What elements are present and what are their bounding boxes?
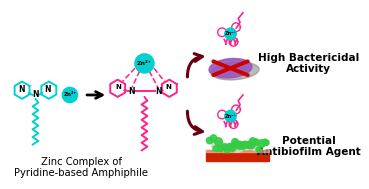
Circle shape [221, 144, 228, 150]
Ellipse shape [221, 143, 234, 152]
Text: Potential
Antibiofilm Agent: Potential Antibiofilm Agent [257, 136, 361, 157]
Circle shape [224, 146, 231, 153]
Circle shape [249, 138, 256, 144]
Text: N: N [116, 84, 121, 90]
Circle shape [258, 140, 265, 147]
Text: N: N [18, 85, 24, 94]
Ellipse shape [209, 59, 252, 78]
Text: N: N [45, 85, 51, 94]
Circle shape [206, 137, 213, 144]
Text: Zn²⁺: Zn²⁺ [225, 31, 237, 36]
Ellipse shape [240, 141, 254, 150]
Circle shape [225, 110, 236, 122]
Text: N: N [156, 87, 162, 96]
Text: N: N [128, 87, 134, 96]
Circle shape [214, 138, 223, 146]
Ellipse shape [231, 144, 244, 152]
Text: Zn²⁺: Zn²⁺ [225, 114, 237, 119]
Circle shape [234, 141, 240, 147]
Ellipse shape [250, 142, 263, 151]
Circle shape [232, 139, 238, 145]
Bar [206, 149, 269, 152]
Circle shape [210, 135, 217, 142]
Ellipse shape [211, 62, 259, 80]
Circle shape [213, 146, 219, 152]
Text: High Bactericidal
Activity: High Bactericidal Activity [258, 53, 359, 74]
Circle shape [245, 142, 252, 149]
Circle shape [256, 147, 261, 152]
Circle shape [242, 141, 248, 147]
Text: Zn²⁺: Zn²⁺ [63, 92, 76, 98]
Text: N: N [165, 84, 171, 90]
Circle shape [236, 141, 244, 149]
Circle shape [263, 140, 269, 146]
Text: Zn²⁺: Zn²⁺ [137, 61, 152, 66]
Circle shape [239, 142, 246, 149]
Circle shape [252, 139, 259, 146]
Circle shape [218, 146, 224, 152]
Circle shape [135, 54, 154, 73]
Circle shape [229, 145, 236, 151]
Circle shape [62, 87, 77, 103]
Ellipse shape [211, 141, 225, 150]
Text: Zinc Complex of
Pyridine-based Amphiphile: Zinc Complex of Pyridine-based Amphiphil… [14, 157, 148, 178]
Bar [206, 150, 269, 161]
Circle shape [247, 141, 255, 149]
Circle shape [262, 139, 268, 144]
Text: N: N [32, 90, 39, 98]
Circle shape [227, 143, 234, 150]
Circle shape [225, 28, 236, 40]
